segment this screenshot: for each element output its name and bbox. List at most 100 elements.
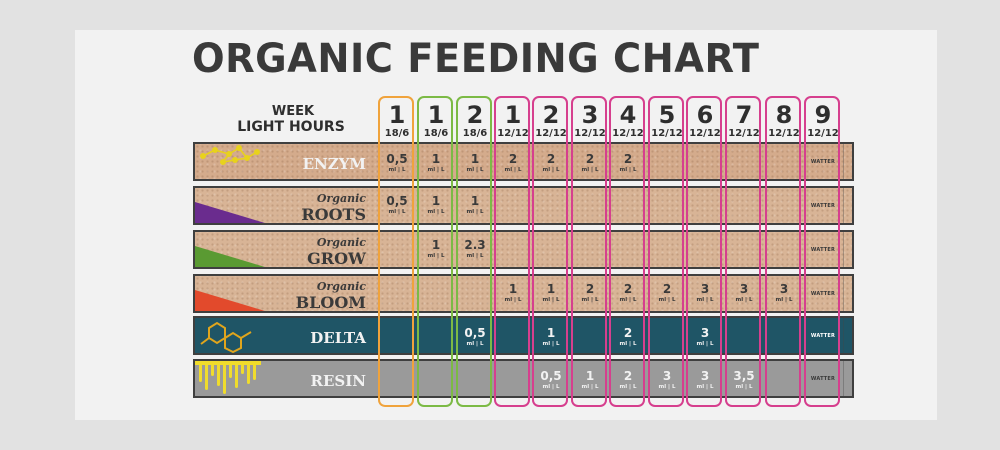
dose-number: 3,5 <box>733 369 755 383</box>
dose-number: 2 <box>546 152 556 166</box>
dose-number: 1 <box>431 152 441 166</box>
week-number: 5 <box>658 101 676 129</box>
dose-value: 1 ml | L <box>417 239 455 260</box>
resin-drip <box>223 364 226 394</box>
column-divider <box>843 276 844 311</box>
resin-drip <box>241 364 244 374</box>
week-number: 2 <box>466 101 484 129</box>
dose-value: 0,5 ml | L <box>456 327 494 348</box>
chart-panel <box>75 30 937 420</box>
dose-value: 1 ml | L <box>456 153 494 174</box>
dose-unit: ml | L <box>427 209 445 215</box>
enzyme-node <box>211 146 218 154</box>
dose-value: 1 ml | L <box>494 283 532 304</box>
enzyme-node <box>231 157 238 164</box>
product-name: GROW <box>307 249 366 268</box>
light-hours: 12/12 <box>768 128 800 139</box>
dose-value: 0,5 ml | L <box>378 153 416 174</box>
dose-number: 2.3 <box>464 238 486 252</box>
week-frame <box>804 96 840 407</box>
dose-unit: ml | L <box>658 297 676 303</box>
water-label: WATTER <box>810 291 836 297</box>
product-icon <box>195 246 265 267</box>
enzyme-node <box>243 155 250 162</box>
dose-unit: ml | L <box>542 297 560 303</box>
dose-value: 2 ml | L <box>571 153 609 174</box>
dose-unit: ml | L <box>466 341 484 347</box>
dose-number: 1 <box>585 369 595 383</box>
resin-drip <box>235 364 238 388</box>
dose-value: 3 ml | L <box>648 370 686 391</box>
dose-unit: ml | L <box>427 253 445 259</box>
dose-number: 0,5 <box>540 369 562 383</box>
resin-drip <box>205 364 208 390</box>
resin-drip <box>211 364 214 376</box>
dose-unit: ml | L <box>619 384 637 390</box>
week-frame <box>648 96 684 407</box>
light-hours: 12/12 <box>574 128 606 139</box>
dose-value: 1 ml | L <box>571 370 609 391</box>
dose-value: 2.3 ml | L <box>456 239 494 260</box>
molecule-ring <box>208 321 226 345</box>
dose-value: 1 ml | L <box>532 283 570 304</box>
column-divider <box>843 361 844 396</box>
dose-unit: ml | L <box>388 209 406 215</box>
dose-unit: ml | L <box>735 297 753 303</box>
dose-unit: ml | L <box>735 384 753 390</box>
light-hours: 18/6 <box>462 128 488 139</box>
dose-value: 3,5 ml | L <box>725 370 763 391</box>
dose-value: 1 ml | L <box>417 195 455 216</box>
dose-number: 2 <box>508 152 518 166</box>
light-hours: 12/12 <box>497 128 529 139</box>
dose-unit: ml | L <box>466 253 484 259</box>
dose-unit: ml | L <box>581 297 599 303</box>
dose-number: 1 <box>470 194 480 208</box>
week-number: 2 <box>542 101 560 129</box>
product-prefix: Organic <box>316 192 366 205</box>
dose-value: 2 ml | L <box>609 370 647 391</box>
product-name: BLOOM <box>295 293 366 312</box>
dose-value: 2 ml | L <box>648 283 686 304</box>
dose-unit: ml | L <box>619 167 637 173</box>
resin-drip-icon <box>195 361 261 394</box>
light-hours: 12/12 <box>807 128 839 139</box>
resin-drip <box>217 364 220 386</box>
dose-unit: ml | L <box>696 297 714 303</box>
column-header: 6 12/12 <box>686 102 724 139</box>
dose-number: 3 <box>739 282 749 296</box>
water-label: WATTER <box>810 159 836 165</box>
week-number: 9 <box>814 101 832 129</box>
column-header: 4 12/12 <box>609 102 647 139</box>
chart-title: ORGANIC FEEDING CHART <box>192 36 760 82</box>
column-header: 1 12/12 <box>494 102 532 139</box>
column-header: 9 12/12 <box>804 102 842 139</box>
column-divider <box>843 144 844 179</box>
week-number: 6 <box>696 101 714 129</box>
resin-drip <box>199 364 202 382</box>
grow-triangle-icon <box>195 246 265 267</box>
product-icon <box>195 202 265 223</box>
product-icon <box>195 361 261 394</box>
dose-value: 2 ml | L <box>532 153 570 174</box>
dose-unit: ml | L <box>388 167 406 173</box>
feeding-row-bloom: Organic BLOOM 1 ml | L 1 ml | L 2 ml | L 2 ml | L… <box>193 274 854 313</box>
resin-drip <box>247 364 250 384</box>
product-prefix: Organic <box>316 280 366 293</box>
light-hours: 12/12 <box>728 128 760 139</box>
column-header: 8 12/12 <box>765 102 803 139</box>
product-name: ROOTS <box>301 205 366 224</box>
dose-number: 0,5 <box>386 194 408 208</box>
resin-drip <box>229 364 232 378</box>
week-frame <box>725 96 761 407</box>
product-icon <box>195 290 265 311</box>
product-icon <box>200 321 252 353</box>
column-header: 2 12/12 <box>532 102 570 139</box>
dose-value: 1 ml | L <box>456 195 494 216</box>
week-frame <box>532 96 568 407</box>
water-label: WATTER <box>810 376 836 382</box>
dose-value: 3 ml | L <box>686 370 724 391</box>
dose-value: 2 ml | L <box>609 327 647 348</box>
enzyme-node <box>253 149 260 156</box>
dose-unit: ml | L <box>542 341 560 347</box>
week-number: 8 <box>775 101 793 129</box>
